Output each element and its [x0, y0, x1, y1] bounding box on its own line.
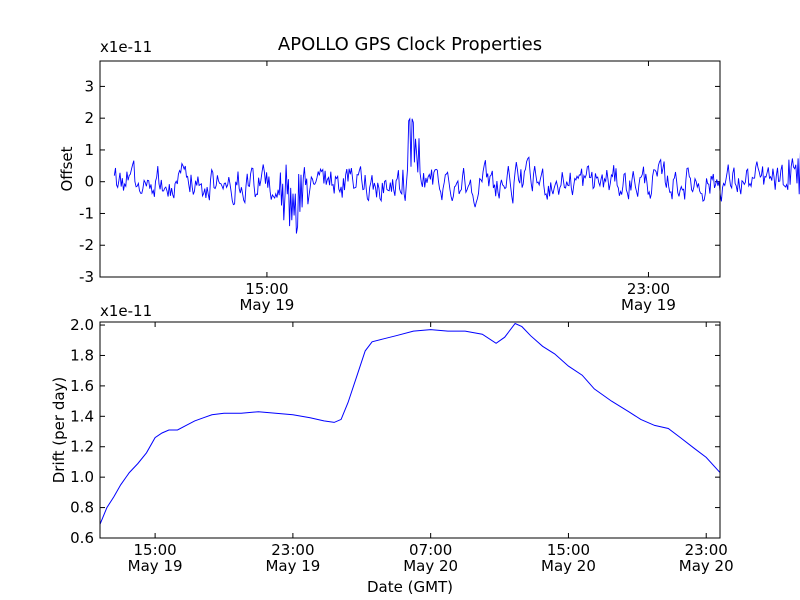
- offset-ytick-label: 1: [84, 141, 94, 159]
- offset-xtick-time: 15:00: [245, 280, 288, 298]
- drift-ytick-label: 1.8: [70, 346, 94, 364]
- drift-ytick-label: 1.6: [70, 377, 94, 395]
- offset-xtick-date: May 19: [239, 296, 294, 314]
- drift-xlabel: Date (GMT): [367, 578, 453, 596]
- drift-xtick-time: 07:00: [409, 541, 452, 559]
- offset-ytick-label: -2: [79, 236, 94, 254]
- drift-xtick-date: May 19: [265, 557, 320, 575]
- drift-ytick-label: 0.8: [70, 499, 94, 517]
- offset-xtick-date: May 19: [621, 296, 676, 314]
- drift-xtick-date: May 20: [679, 557, 734, 575]
- offset-ytick-label: -3: [79, 268, 94, 286]
- drift-xtick-date: May 20: [403, 557, 458, 575]
- drift-ytick-label: 1.0: [70, 468, 94, 486]
- offset-ytick-label: 2: [84, 109, 94, 127]
- drift-xtick-time: 15:00: [547, 541, 590, 559]
- drift-xtick-time: 23:00: [271, 541, 314, 559]
- drift-yticks: 0.6 0.8 1.0 1.2 1.4 1.6 1.8 2.0: [70, 316, 720, 547]
- drift-xtick-time: 15:00: [133, 541, 176, 559]
- offset-multiplier: x1e-11: [100, 38, 152, 56]
- drift-xtick-time: 23:00: [685, 541, 728, 559]
- drift-ytick-label: 2.0: [70, 316, 94, 334]
- drift-ytick-label: 0.6: [70, 529, 94, 547]
- chart-title: APOLLO GPS Clock Properties: [278, 34, 542, 55]
- offset-ytick-label: 0: [84, 173, 94, 191]
- drift-series-line: [99, 322, 721, 525]
- drift-ytick-label: 1.4: [70, 407, 94, 425]
- offset-series-line: [113, 117, 800, 234]
- drift-xtick-date: May 20: [541, 557, 596, 575]
- drift-multiplier: x1e-11: [100, 302, 152, 320]
- offset-plot-frame: [99, 60, 721, 278]
- drift-xtick-date: May 19: [128, 557, 183, 575]
- drift-axes: x1e-11 Drift (per day) 0.6 0.8 1.0 1.2 1.4 1.…: [50, 302, 734, 596]
- drift-ytick-label: 1.2: [70, 438, 94, 456]
- offset-ytick-label: -1: [79, 204, 94, 222]
- drift-plot-frame: [99, 321, 721, 539]
- offset-ylabel: Offset: [58, 146, 76, 191]
- offset-xtick-time: 23:00: [627, 280, 670, 298]
- offset-ytick-label: 3: [84, 77, 94, 95]
- drift-ylabel: Drift (per day): [50, 377, 68, 484]
